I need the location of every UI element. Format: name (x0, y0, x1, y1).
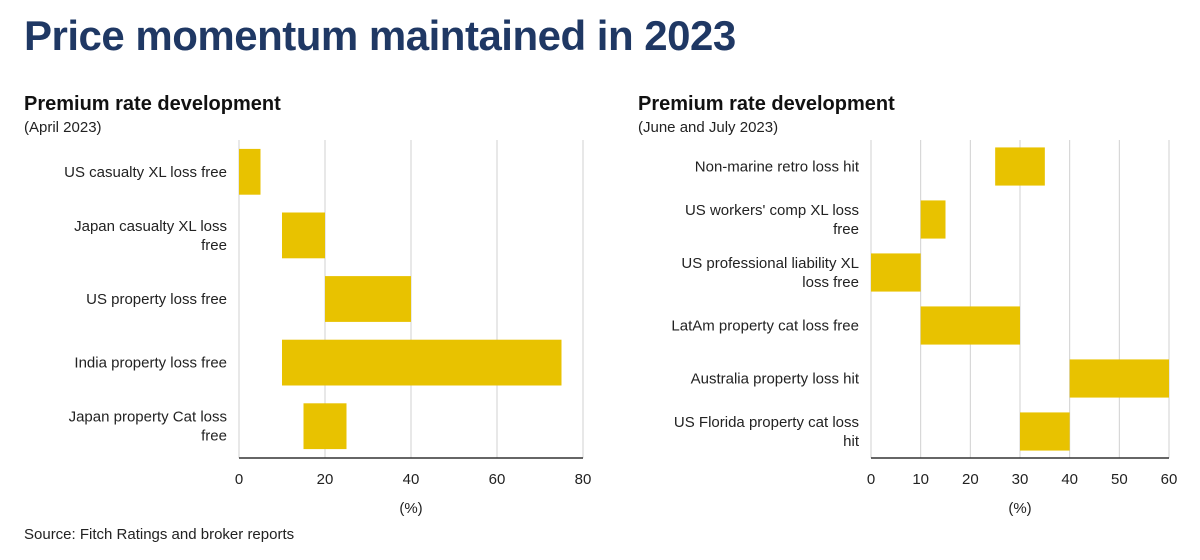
x-tick-label: 80 (575, 471, 592, 488)
right-chart-title: Premium rate development (638, 93, 895, 115)
x-tick-label: 60 (1161, 471, 1178, 488)
range-bar (920, 306, 1020, 345)
range-bar (282, 339, 562, 386)
left-chart-subtitle: (April 2023) (24, 119, 102, 136)
category-label: US casualty XL loss free (64, 164, 227, 181)
range-bar (303, 403, 347, 450)
range-bar (1069, 359, 1169, 398)
x-tick-label: 0 (235, 471, 243, 488)
x-tick-label: 60 (489, 471, 506, 488)
x-tick-label: 50 (1111, 471, 1128, 488)
x-tick-label: 0 (867, 471, 875, 488)
x-tick-label: 20 (317, 471, 334, 488)
category-label: Japan casualty XL loss free (74, 218, 227, 254)
range-bar (920, 200, 946, 239)
category-label: US property loss free (86, 291, 227, 308)
x-tick-label: 40 (403, 471, 420, 488)
category-label: US professional liability XL loss free (681, 255, 859, 291)
x-tick-label: 10 (912, 471, 929, 488)
range-bar (871, 253, 921, 292)
category-label: India property loss free (74, 355, 227, 372)
category-label: US workers' comp XL loss free (685, 202, 859, 238)
category-label: Non-marine retro loss hit (695, 159, 860, 176)
range-bar (282, 212, 325, 259)
x-tick-label: 40 (1061, 471, 1078, 488)
category-label: Australia property loss hit (691, 371, 860, 388)
right-range-bar-chart: 0 10 20 30 40 50 60 (%) Non-marine retro loss hi… (671, 140, 1178, 517)
x-axis-label: (%) (1008, 500, 1031, 517)
range-bar (995, 147, 1045, 186)
right-chart-subtitle: (June and July 2023) (638, 119, 779, 136)
category-label: Japan property Cat loss free (69, 409, 227, 445)
category-label: LatAm property cat loss free (671, 318, 859, 335)
x-tick-label: 30 (1012, 471, 1029, 488)
range-bar (325, 276, 411, 322)
source-note: Source: Fitch Ratings and broker reports (24, 526, 295, 543)
range-bar (239, 148, 261, 195)
category-label: US Florida property cat loss hit (674, 414, 860, 450)
left-range-bar-chart: 0 20 40 60 80 (%) US casualty XL loss free Japa… (64, 140, 592, 517)
x-tick-label: 20 (962, 471, 979, 488)
range-bar (1020, 412, 1070, 451)
x-axis-label: (%) (399, 500, 422, 517)
left-chart-title: Premium rate development (24, 93, 281, 115)
page-title: Price momentum maintained in 2023 (24, 12, 736, 59)
